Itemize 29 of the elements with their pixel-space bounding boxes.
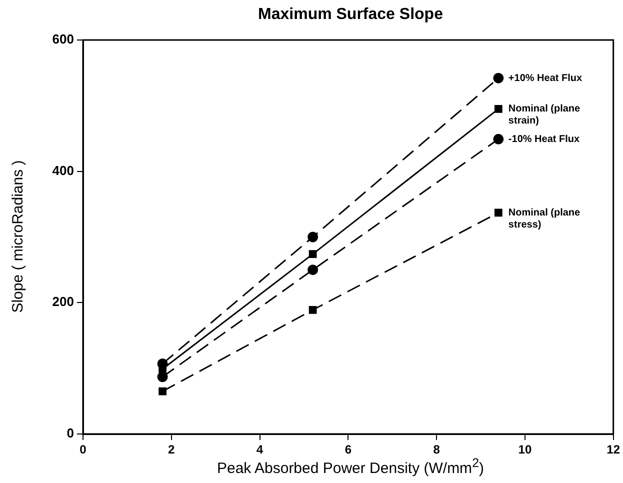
point	[157, 372, 168, 382]
x-axis-title: Peak Absorbed Power Density (W/mm$^{2}$)	[216, 456, 486, 477]
point	[494, 105, 502, 113]
point	[308, 232, 318, 242]
y-tick-label: 600	[52, 32, 74, 47]
y-tick-label: 400	[52, 162, 74, 178]
x-tick-label: 0	[80, 442, 87, 457]
y-axis-title: Slope ( microRadians )	[10, 159, 26, 315]
series-label: Nominal (plane stress)	[508, 207, 581, 230]
point	[158, 387, 166, 396]
x-tick-label: 8	[433, 442, 440, 457]
point	[157, 358, 168, 369]
point	[308, 264, 318, 276]
x-tick-label: 10	[518, 442, 532, 457]
x-tick-label: 6	[344, 442, 352, 457]
point	[493, 134, 504, 144]
x-tick-label: 4	[256, 442, 264, 457]
point	[494, 208, 502, 217]
x-tick-label: 2	[168, 442, 176, 457]
chart-title: Maximum Surface Slope	[257, 6, 444, 24]
point	[308, 306, 317, 314]
y-tick-label: 200	[52, 294, 74, 310]
x-tick-label: 12	[606, 442, 620, 457]
series-label: +10% Heat Flux	[508, 72, 583, 84]
point	[493, 72, 504, 84]
series-label: -10% Heat Flux	[508, 134, 580, 145]
y-tick-label: 0	[66, 426, 74, 441]
point	[308, 250, 317, 258]
series-label: Nominal (plane strain)	[508, 104, 581, 127]
